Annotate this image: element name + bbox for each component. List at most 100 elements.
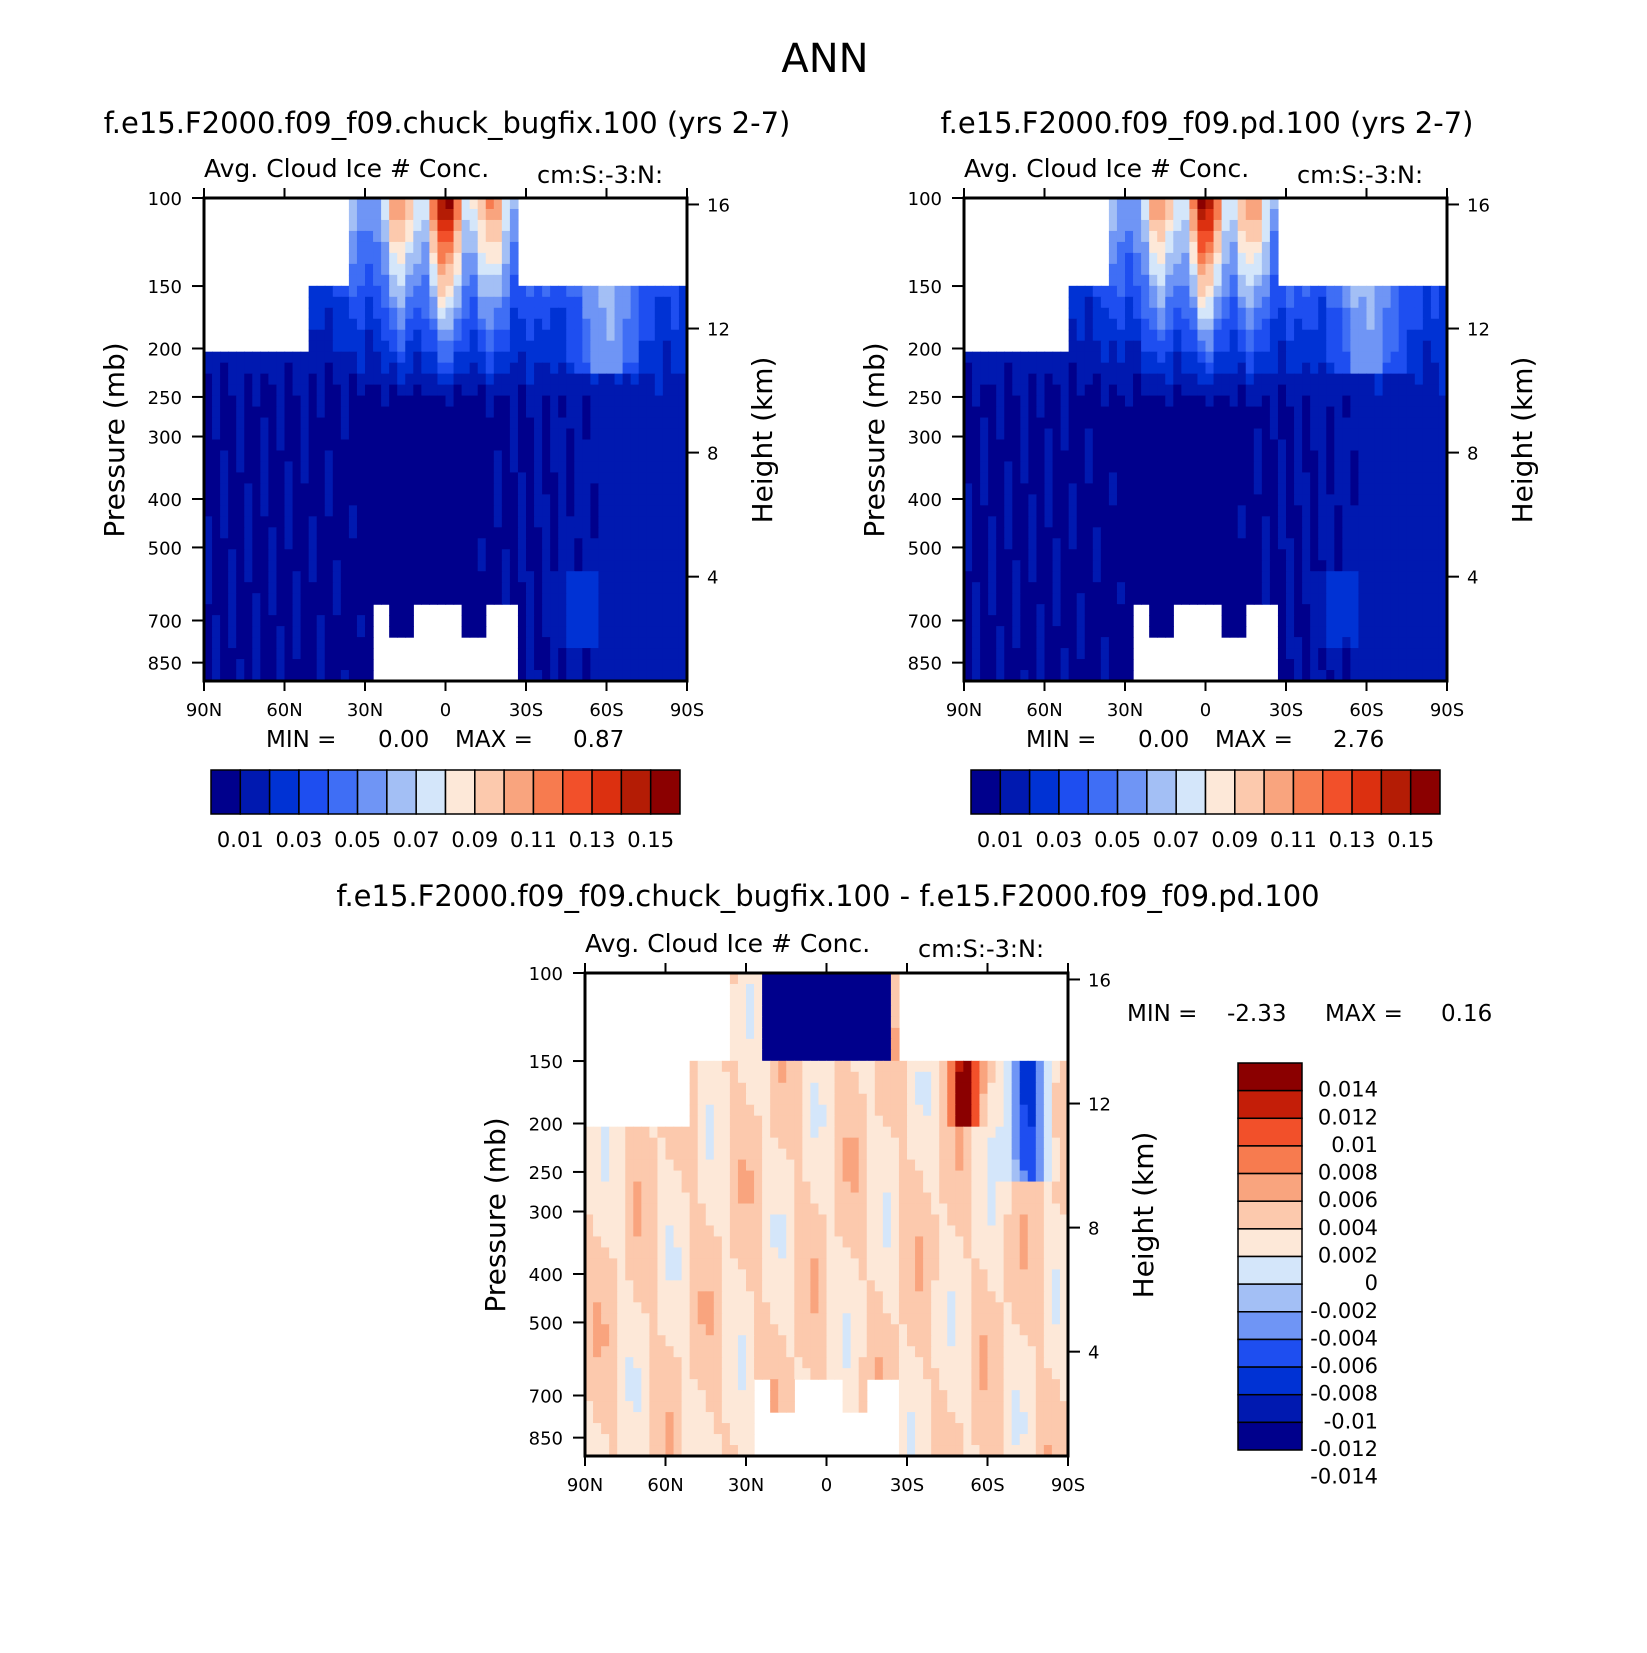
contour-cell [1399, 407, 1408, 419]
contour-cell [1383, 527, 1392, 539]
contour-cell [454, 418, 463, 430]
contour-cell [988, 385, 997, 397]
contour-cell [1149, 407, 1158, 419]
contour-cell [1350, 407, 1359, 419]
contour-cell [1415, 549, 1424, 561]
contour-cell [405, 297, 414, 309]
contour-cell [470, 450, 479, 462]
contour-cell [1310, 396, 1319, 408]
contour-cell [851, 1105, 860, 1117]
contour-cell [1117, 385, 1126, 397]
contour-cell [996, 1083, 1005, 1095]
contour-cell [1222, 461, 1231, 473]
contour-cell [1101, 637, 1110, 649]
contour-cell [1238, 538, 1247, 550]
contour-cell [1383, 538, 1392, 550]
contour-cell [405, 538, 414, 550]
contour-cell [228, 440, 237, 452]
contour-cell [518, 505, 527, 517]
contour-cell [647, 637, 656, 649]
contour-cell [1407, 407, 1416, 419]
contour-cell [220, 450, 229, 462]
contour-cell [478, 626, 487, 638]
contour-cell [220, 615, 229, 627]
contour-cell [413, 319, 422, 331]
contour-cell [1117, 637, 1126, 649]
contour-cell [1109, 560, 1118, 572]
contour-cell [550, 560, 559, 572]
contour-cell [349, 396, 358, 408]
contour-cell [663, 483, 672, 495]
contour-cell [1020, 374, 1029, 386]
contour-cell [996, 1127, 1005, 1139]
contour-cell [1061, 494, 1070, 506]
contour-cell [502, 483, 511, 495]
contour-cell [607, 472, 616, 484]
contour-cell [623, 297, 632, 309]
contour-cell [1310, 483, 1319, 495]
contour-cell [220, 461, 229, 473]
contour-cell [671, 516, 680, 528]
contour-cell [802, 1116, 811, 1128]
contour-cell [285, 450, 294, 462]
contour-cell [1423, 330, 1432, 342]
contour-cell [518, 483, 527, 495]
contour-cell [972, 626, 981, 638]
x-tick-label: 60N [1026, 700, 1062, 721]
contour-cell [1117, 253, 1126, 265]
contour-cell [1077, 440, 1086, 452]
contour-cell [1214, 516, 1223, 528]
contour-cell [1165, 319, 1174, 331]
contour-cell [405, 527, 414, 539]
contour-cell [1069, 593, 1078, 605]
contour-cell [1125, 396, 1134, 408]
contour-cell [293, 461, 302, 473]
contour-cell [494, 385, 503, 397]
contour-cell [988, 461, 997, 473]
contour-cell [582, 374, 591, 386]
contour-cell [1085, 319, 1094, 331]
contour-cell [1326, 593, 1335, 605]
contour-cell [365, 593, 374, 605]
contour-cell [1028, 549, 1037, 561]
contour-cell [1286, 626, 1295, 638]
contour-cell [301, 549, 310, 561]
contour-cell [518, 385, 527, 397]
contour-cell [486, 231, 495, 243]
contour-cell [397, 308, 406, 320]
contour-cell [1117, 659, 1126, 671]
contour-cell [526, 494, 535, 506]
contour-cell [786, 973, 795, 985]
contour-cell [228, 505, 237, 517]
contour-cell [285, 626, 294, 638]
contour-cell [955, 1083, 964, 1095]
contour-cell [1165, 198, 1174, 210]
contour-cell [413, 538, 422, 550]
contour-cell [1367, 637, 1376, 649]
contour-cell [486, 209, 495, 221]
contour-cell [301, 396, 310, 408]
contour-cell [1238, 472, 1247, 484]
contour-cell [373, 549, 382, 561]
contour-cell [389, 450, 398, 462]
contour-cell [212, 385, 221, 397]
contour-cell [1326, 396, 1335, 408]
contour-cell [437, 549, 446, 561]
contour-cell [365, 286, 374, 298]
contour-cell [1093, 604, 1102, 616]
contour-cell [1399, 330, 1408, 342]
contour-cell [1391, 308, 1400, 320]
contour-cell [1367, 527, 1376, 539]
contour-cell [1254, 582, 1263, 594]
contour-cell [794, 1050, 803, 1062]
contour-cell [421, 582, 430, 594]
y-tick-label: 500 [908, 538, 942, 559]
contour-cell [663, 429, 672, 441]
contour-cell [794, 1105, 803, 1117]
contour-cell [827, 1028, 836, 1040]
contour-cell [802, 1105, 811, 1117]
contour-cell [1222, 626, 1231, 638]
contour-cell [1093, 593, 1102, 605]
contour-cell [786, 1116, 795, 1128]
contour-cell [526, 341, 535, 353]
